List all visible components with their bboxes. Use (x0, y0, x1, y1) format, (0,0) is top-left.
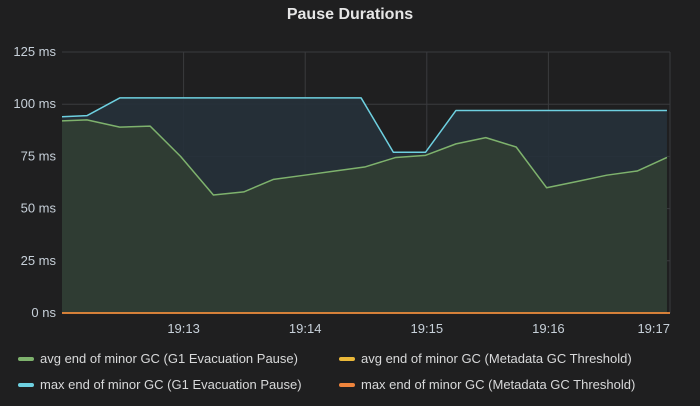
series-max-g1-line (61, 97, 667, 153)
legend-label-max-metadata: max end of minor GC (Metadata GC Thresho… (361, 377, 636, 392)
legend-label-max-g1: max end of minor GC (G1 Evacuation Pause… (40, 377, 302, 392)
y-tick-label: 100 ms (13, 96, 56, 111)
legend-item-max-metadata[interactable]: max end of minor GC (Metadata GC Thresho… (339, 377, 635, 392)
x-tick-label: 19:16 (532, 321, 565, 336)
legend-swatch-max-g1 (18, 382, 34, 387)
y-tick-label: 50 ms (21, 201, 57, 216)
y-tick-label: 0 ns (31, 305, 56, 320)
x-tick-label: 19:14 (289, 321, 322, 336)
legend-swatch-avg-g1 (18, 356, 34, 361)
legend-swatch-max-metadata (339, 382, 355, 387)
legend-swatch-avg-metadata (339, 356, 355, 361)
legend-label-avg-metadata: avg end of minor GC (Metadata GC Thresho… (361, 351, 632, 366)
x-tick-label: 19:15 (411, 321, 444, 336)
series-avg-g1-area (62, 119, 667, 313)
y-tick-label: 25 ms (21, 253, 57, 268)
legend-item-avg-g1[interactable]: avg end of minor GC (G1 Evacuation Pause… (18, 351, 298, 366)
legend-item-avg-metadata[interactable]: avg end of minor GC (Metadata GC Thresho… (339, 351, 632, 366)
legend-item-max-g1[interactable]: max end of minor GC (G1 Evacuation Pause… (18, 377, 302, 392)
panel-title: Pause Durations (286, 6, 414, 23)
series-avg-g1-line (61, 119, 668, 196)
y-tick-label: 125 ms (13, 44, 56, 59)
x-tick-label: 19:17 (637, 321, 670, 336)
legend-label-avg-g1: avg end of minor GC (G1 Evacuation Pause… (40, 351, 298, 366)
x-tick-label: 19:13 (167, 321, 200, 336)
y-tick-label: 75 ms (21, 148, 57, 163)
